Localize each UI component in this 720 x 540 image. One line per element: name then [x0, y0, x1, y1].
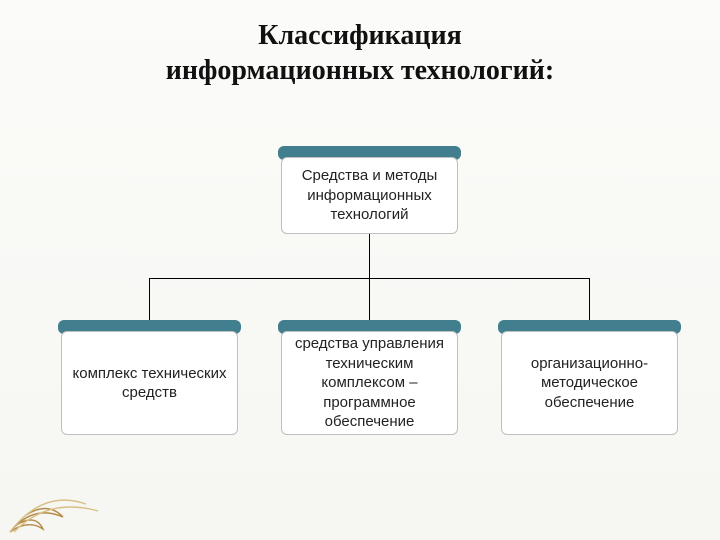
node-child-1-text: средства управления техническим комплекс…	[292, 334, 447, 432]
connector-trunk	[369, 234, 370, 278]
connector-drop-left	[149, 278, 150, 320]
node-root-text: Средства и методы информационных техноло…	[292, 166, 447, 225]
node-root-frame: Средства и методы информационных техноло…	[281, 157, 458, 234]
node-child-0-frame: комплекс технических средств	[61, 331, 238, 435]
node-child-0-text: комплекс технических средств	[72, 364, 227, 403]
node-child-2-frame: организационно-методическое обеспечение	[501, 331, 678, 435]
node-root: Средства и методы информационных техноло…	[278, 146, 461, 234]
node-child-2: организационно-методическое обеспечение	[498, 320, 681, 435]
title-line-2: информационных технологий:	[166, 55, 554, 86]
connector-drop-right	[589, 278, 590, 320]
corner-deco-icon	[8, 479, 103, 534]
title-line-1: Классификация	[258, 20, 462, 51]
page-title: Классификация информационных технологий:	[0, 18, 720, 88]
node-child-0: комплекс технических средств	[58, 320, 241, 435]
node-child-1: средства управления техническим комплекс…	[278, 320, 461, 435]
node-child-1-frame: средства управления техническим комплекс…	[281, 331, 458, 435]
node-child-2-text: организационно-методическое обеспечение	[512, 354, 667, 413]
connector-drop-center	[369, 278, 370, 320]
